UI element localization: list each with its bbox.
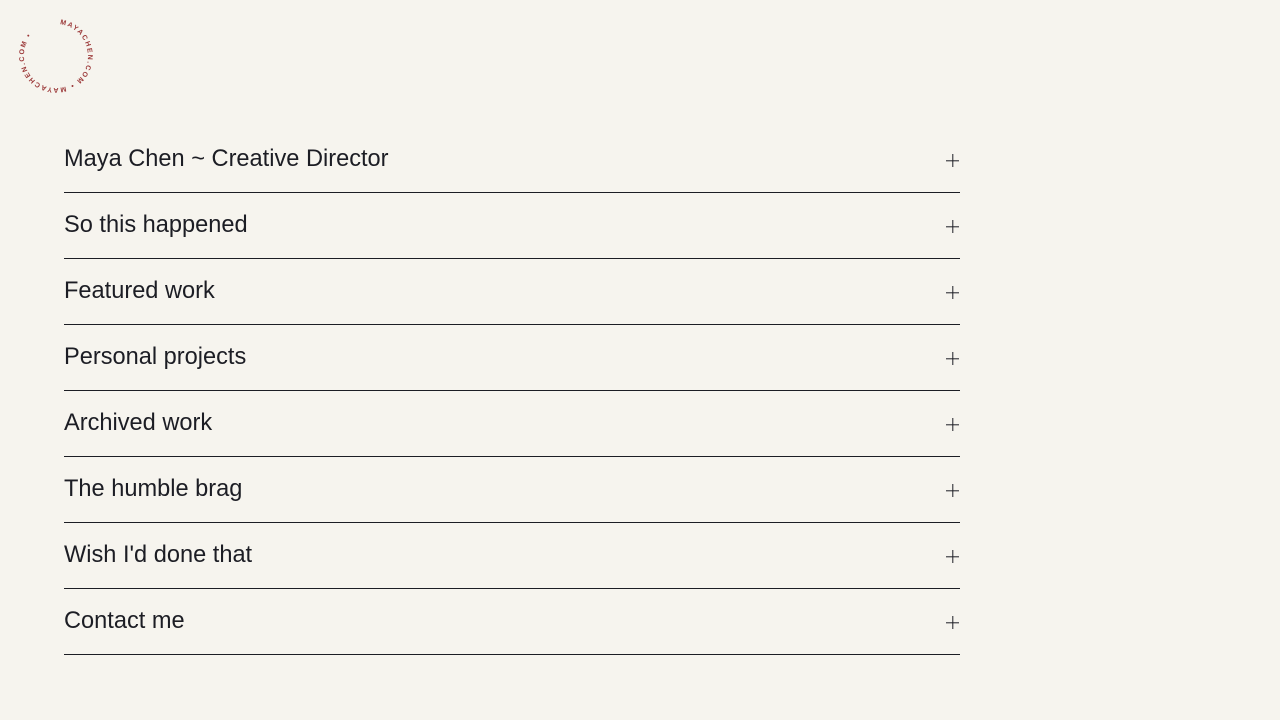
svg-text:MAYACHEN.COM • MAYACHEN.COM •: MAYACHEN.COM • MAYACHEN.COM • [19, 19, 93, 93]
